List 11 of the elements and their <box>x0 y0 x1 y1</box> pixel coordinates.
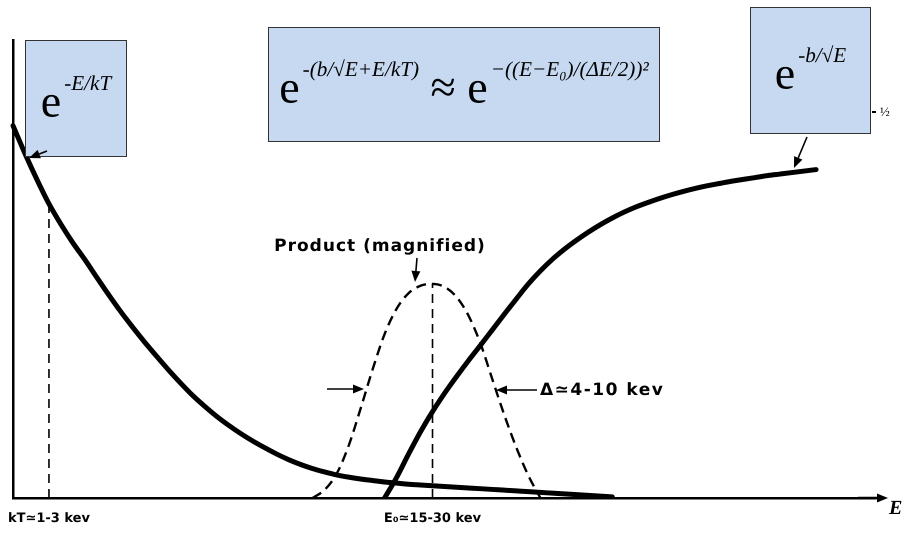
x-axis-title: E <box>888 497 902 520</box>
text: ½ <box>880 104 890 119</box>
text: Product (magnified) <box>274 236 486 256</box>
annotation: Δ≃4-10 kev <box>540 380 664 400</box>
series-label: e$^{-b/√E}$ <box>774 42 846 98</box>
formula-box: e$^{-(b/√E+E/kT)}$ ≈ e$^{−((E−E₀)/(ΔE/2))²}$ <box>268 27 660 142</box>
formula-box: e$^{-b/√E}$ <box>750 7 871 134</box>
x-tick-label: kT≃1-3 kev <box>8 511 90 526</box>
series-label: e$^{-E/kT}$ <box>40 70 112 126</box>
x-tick-label: E₀≃15-30 kev <box>384 511 482 526</box>
formula-box: e$^{-E/kT}$ <box>25 40 127 157</box>
